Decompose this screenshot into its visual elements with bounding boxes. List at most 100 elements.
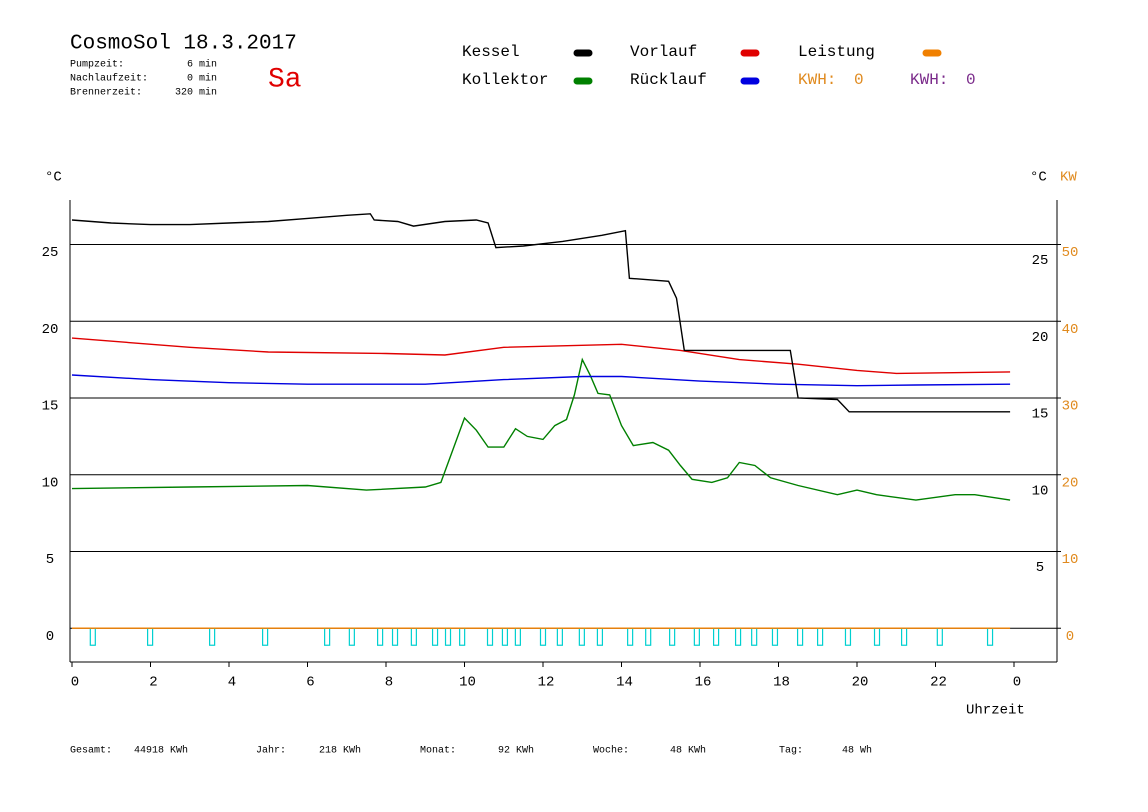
y-tick-label: 0 [46,629,54,645]
pump-pulse [539,627,547,646]
pump-pulse [844,627,852,646]
pump-pulse [89,627,96,646]
legend-label: Vorlauf [630,43,697,61]
legend-label: Rücklauf [630,71,707,89]
stat-value: 0 min [187,73,217,85]
y-tick-label-right: 25 [1032,253,1049,269]
y2-tick-label: 0 [1066,629,1074,645]
series-line [71,357,1011,501]
footer-label: Jahr: [256,745,286,757]
pump-pulse [771,627,779,646]
pump-pulse [514,627,521,646]
x-label: Uhrzeit [966,703,1025,719]
y-tick-label: 20 [42,322,59,338]
y-tick-label: 25 [42,245,59,261]
x-tick-label: 4 [228,675,236,691]
pump-pulse [734,627,742,646]
title: CosmoSol 18.3.2017 [70,33,297,56]
footer-label: Monat: [420,746,456,757]
pump-pulse [936,627,943,646]
y2-tick-label: 10 [1062,552,1079,568]
stat-label: Nachlaufzeit: [70,73,148,85]
footer-value: 48 KWh [670,745,706,757]
y-tick-label-right: 15 [1032,407,1049,423]
pump-pulse [324,627,331,646]
x-tick-label: 2 [149,675,157,691]
footer-label: Woche: [593,745,629,757]
stat-value: 320 min [175,87,217,99]
y-label: °C [45,170,62,186]
series-line [71,337,1011,375]
legend-label: Leistung [798,43,875,61]
pump-pulse [645,627,652,646]
x-tick-label: 12 [538,675,555,691]
pump-pulse [751,627,758,646]
pump-pulse [556,627,563,646]
y2-tick-label: 20 [1062,475,1079,491]
pump-pulse [900,627,908,646]
pump-pulse [262,627,269,646]
footer-value: 44918 KWh [134,745,188,757]
y2-tick-label: 30 [1062,399,1079,415]
footer-value: 92 KWh [498,745,534,757]
series-line [71,374,1011,387]
pump-pulse [348,627,355,646]
x-tick-label: 18 [773,675,790,691]
x-tick-label: 14 [616,675,633,691]
day: Sa [268,64,302,95]
x-tick-label: 0 [1013,675,1021,691]
series-line [71,213,1011,413]
pump-pulse [431,627,439,646]
y-tick-label: 15 [42,399,59,415]
pump-pulse [578,627,585,646]
stat-value: 6 min [187,59,217,71]
x-tick-label: 22 [930,675,947,691]
pump-pulse [147,627,154,646]
pump-pulse [693,627,700,646]
pump-pulse [501,627,509,646]
pump-pulse [986,627,994,646]
y-tick-label: 5 [46,552,54,568]
y2-tick-label: 50 [1062,245,1079,261]
kwh-value: 0 [854,71,864,89]
y-tick-label: 10 [42,475,59,491]
pump-pulse [209,627,216,646]
pump-pulse [627,627,634,646]
footer-value: 48 Wh [842,745,872,757]
legend-label: Kessel [462,43,520,61]
pump-pulse [444,627,452,646]
pump-pulse [669,627,676,646]
y-tick-label-right: 20 [1032,330,1049,346]
y-tick-label-right: 5 [1036,560,1044,576]
pump-pulse [817,627,824,646]
pump-pulse [486,627,494,646]
x-tick-label: 6 [306,675,314,691]
kwh-value: 0 [966,71,976,89]
x-tick-label: 0 [71,675,79,691]
y2-unit: KW [1060,170,1077,186]
pump-pulse [712,627,720,646]
x-tick-label: 20 [852,675,869,691]
footer-label: Gesamt: [70,746,112,757]
stat-label: Pumpzeit: [70,59,124,71]
pump-pulse [410,627,417,646]
y2-tick-label: 40 [1062,322,1079,338]
pump-pulse [873,627,881,646]
y-tick-label-right: 10 [1032,483,1049,499]
pump-pulse [391,627,399,646]
kwh-label: KWH: [798,71,836,89]
footer-label: Tag: [779,746,803,757]
stat-label: Brennerzeit: [70,87,142,99]
x-tick-label: 8 [385,675,393,691]
pump-pulse [377,627,384,646]
footer-value: 218 KWh [319,745,361,757]
kwh-label: KWH: [910,71,948,89]
legend-label: Kollektor [462,71,548,89]
pump-pulse [796,627,804,646]
pump-pulse [596,627,604,646]
y2-label: °C [1030,170,1047,186]
pump-pulse [459,627,466,646]
x-tick-label: 16 [695,675,712,691]
